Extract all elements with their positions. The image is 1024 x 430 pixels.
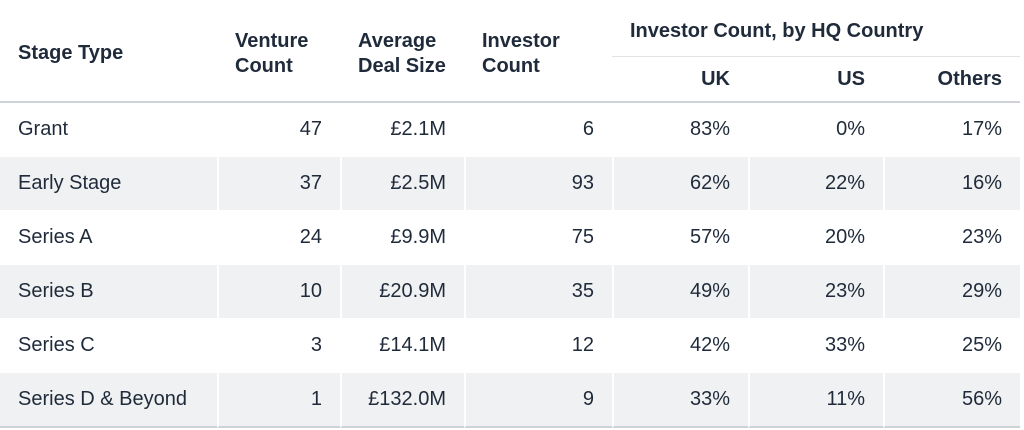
- header-venture-count-line1: Venture: [235, 29, 309, 52]
- cell-average-deal-size: £14.1M: [340, 319, 464, 373]
- cell-us: 11%: [748, 373, 883, 428]
- cell-stage: Series A: [0, 211, 217, 265]
- cell-average-deal-size: £2.5M: [340, 157, 464, 211]
- cell-stage: Early Stage: [0, 157, 217, 211]
- header-uk: UK: [612, 57, 748, 103]
- cell-venture-count: 3: [217, 319, 340, 373]
- cell-others: 23%: [883, 211, 1020, 265]
- cell-venture-count: 10: [217, 265, 340, 319]
- cell-venture-count: 1: [217, 373, 340, 428]
- header-others: Others: [883, 57, 1020, 103]
- cell-uk: 42%: [612, 319, 748, 373]
- cell-us: 20%: [748, 211, 883, 265]
- header-average-deal-size-line2: Deal Size: [358, 54, 446, 77]
- header-investor-count-line2: Count: [482, 54, 540, 77]
- table-body: Grant 47 £2.1M 6 83% 0% 17% Early Stage …: [0, 103, 1020, 428]
- table-row: Early Stage 37 £2.5M 93 62% 22% 16%: [0, 157, 1020, 211]
- cell-average-deal-size: £2.1M: [340, 103, 464, 157]
- cell-average-deal-size: £9.9M: [340, 211, 464, 265]
- cell-investor-count: 12: [464, 319, 612, 373]
- cell-investor-count: 35: [464, 265, 612, 319]
- table-row: Series D & Beyond 1 £132.0M 9 33% 11% 56…: [0, 373, 1020, 428]
- header-venture-count-line2: Count: [235, 54, 293, 77]
- cell-uk: 83%: [612, 103, 748, 157]
- cell-average-deal-size: £132.0M: [340, 373, 464, 428]
- cell-others: 17%: [883, 103, 1020, 157]
- header-investor-count-line1: Investor: [482, 29, 560, 52]
- cell-us: 0%: [748, 103, 883, 157]
- cell-us: 22%: [748, 157, 883, 211]
- header-venture-count: Venture Count: [217, 6, 340, 103]
- cell-stage: Series D & Beyond: [0, 373, 217, 428]
- cell-us: 33%: [748, 319, 883, 373]
- header-stage-type: Stage Type: [0, 6, 217, 103]
- header-group-investor-count-by-hq-country: Investor Count, by HQ Country: [612, 6, 1020, 57]
- cell-investor-count: 93: [464, 157, 612, 211]
- cell-others: 25%: [883, 319, 1020, 373]
- cell-venture-count: 47: [217, 103, 340, 157]
- cell-uk: 49%: [612, 265, 748, 319]
- stage-type-table: Stage Type Venture Count Average Deal Si…: [0, 6, 1020, 428]
- cell-venture-count: 24: [217, 211, 340, 265]
- cell-others: 56%: [883, 373, 1020, 428]
- table-row: Series C 3 £14.1M 12 42% 33% 25%: [0, 319, 1020, 373]
- cell-investor-count: 9: [464, 373, 612, 428]
- cell-uk: 33%: [612, 373, 748, 428]
- cell-venture-count: 37: [217, 157, 340, 211]
- table-header: Stage Type Venture Count Average Deal Si…: [0, 6, 1020, 103]
- header-average-deal-size-line1: Average: [358, 29, 437, 52]
- cell-uk: 57%: [612, 211, 748, 265]
- cell-stage: Grant: [0, 103, 217, 157]
- cell-average-deal-size: £20.9M: [340, 265, 464, 319]
- table-row: Grant 47 £2.1M 6 83% 0% 17%: [0, 103, 1020, 157]
- cell-others: 29%: [883, 265, 1020, 319]
- cell-stage: Series B: [0, 265, 217, 319]
- header-average-deal-size: Average Deal Size: [340, 6, 464, 103]
- cell-investor-count: 6: [464, 103, 612, 157]
- header-investor-count: Investor Count: [464, 6, 612, 103]
- cell-investor-count: 75: [464, 211, 612, 265]
- header-us: US: [748, 57, 883, 103]
- cell-uk: 62%: [612, 157, 748, 211]
- cell-others: 16%: [883, 157, 1020, 211]
- cell-us: 23%: [748, 265, 883, 319]
- stage-table-container: Stage Type Venture Count Average Deal Si…: [0, 6, 1020, 428]
- cell-stage: Series C: [0, 319, 217, 373]
- table-row: Series A 24 £9.9M 75 57% 20% 23%: [0, 211, 1020, 265]
- table-row: Series B 10 £20.9M 35 49% 23% 29%: [0, 265, 1020, 319]
